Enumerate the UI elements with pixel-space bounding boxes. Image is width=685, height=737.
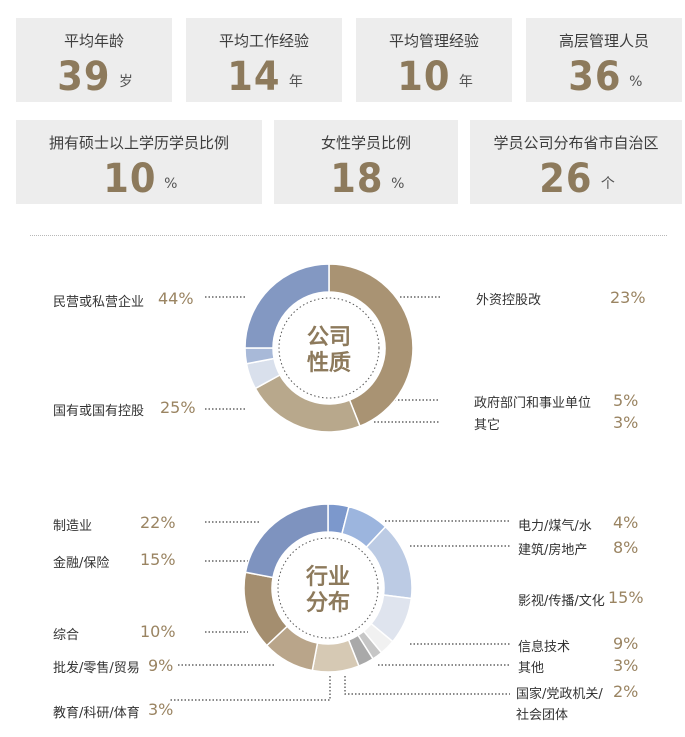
chart1-center-title-line-0: 公司 [307, 325, 351, 350]
chart2-label-manufacturing: 制造业 [53, 519, 93, 534]
stat-card-female-ratio: 女性学员比例 18% [274, 120, 458, 204]
chart2-label-party-gov: 国家/党政机关/社会团体 [516, 684, 606, 726]
chart1-label-private: 民营或私营企业 [53, 295, 145, 310]
chart2-value-media: 15% [608, 588, 644, 607]
chart2-label-wholesale: 批发/零售/贸易 [53, 661, 140, 676]
chart1-label-government: 政府部门和事业单位 [474, 396, 592, 411]
chart2-value-education: 3% [148, 700, 174, 719]
stat-value: 26 [539, 156, 593, 202]
stat-card-provinces: 学员公司分布省市自治区 26 个 [470, 120, 682, 204]
stat-value: 10 [397, 54, 451, 100]
chart2-label-finance: 金融/保险 [53, 556, 110, 571]
chart1-label-other: 其它 [474, 418, 501, 433]
chart2-label-composite: 综合 [53, 628, 80, 643]
stat-card-avg-age: 平均年龄 39 岁 [16, 18, 172, 102]
stat-unit: % [629, 74, 643, 90]
chart2-label-education: 教育/科研/体育 [53, 706, 140, 721]
chart1-value-private: 44% [158, 289, 194, 308]
chart2-value-composite: 10% [140, 622, 176, 641]
chart2-center-title-line-1: 分布 [306, 590, 350, 616]
chart2-value-it: 9% [613, 634, 639, 653]
chart2-label-other: 其他 [518, 661, 545, 676]
stat-label: 拥有硕士以上学历学员比例 [48, 134, 229, 152]
stat-unit: 年 [458, 74, 473, 90]
chart1-center-title-line-1: 性质 [307, 351, 351, 376]
chart2-label-party-gov-text: 国家/党政机关/社会团体 [516, 687, 603, 723]
chart1-value-state: 25% [160, 398, 196, 417]
chart2-value-other: 3% [613, 656, 639, 675]
chart1-value-foreign: 23% [610, 288, 646, 307]
chart1-center-ring [278, 297, 380, 399]
chart2-value-manufacturing: 22% [140, 513, 176, 532]
chart2-value-wholesale: 9% [148, 656, 174, 675]
stat-unit: 个 [600, 176, 615, 192]
chart2-value-finance: 15% [140, 550, 176, 569]
chart2-center-title-line-0: 行业 [305, 564, 350, 590]
stat-label: 高层管理人员 [558, 32, 649, 50]
chart1-label-foreign: 外资控股改 [476, 293, 542, 308]
stat-card-senior-mgmt: 高层管理人员 36% [526, 18, 682, 102]
section-divider [30, 235, 667, 236]
chart2-value-construction: 8% [613, 538, 639, 557]
chart2-label-media: 影视/传播/文化 [518, 594, 605, 609]
chart2-leader-party-gov [344, 676, 510, 695]
stat-value: 18 [329, 156, 383, 202]
stat-value: 36 [567, 54, 621, 100]
stat-value: 39 [57, 54, 111, 100]
chart1-label-state: 国有或国有控股 [53, 404, 145, 419]
chart2-center-ring [277, 537, 379, 639]
stat-unit: 岁 [118, 74, 133, 90]
chart2-slice-10 [244, 503, 329, 579]
stat-value: 14 [227, 54, 281, 100]
stat-label: 平均管理经验 [388, 32, 479, 50]
stat-label: 平均工作经验 [218, 32, 309, 50]
chart1-slice-1 [254, 373, 361, 433]
stat-label: 平均年龄 [63, 32, 124, 50]
chart2-value-party-gov: 2% [613, 682, 639, 701]
chart2-label-it: 信息技术 [518, 640, 571, 655]
chart2-label-construction: 建筑/房地产 [518, 543, 588, 558]
chart2-value-utility: 4% [613, 513, 639, 532]
stat-card-masters-ratio: 拥有硕士以上学历学员比例 10% [16, 120, 262, 204]
stat-label: 学员公司分布省市自治区 [493, 134, 659, 152]
stat-card-avg-mgmt-exp: 平均管理经验 10 年 [356, 18, 512, 102]
stat-unit: 年 [288, 74, 303, 90]
chart2-label-utility: 电力/煤气/水 [518, 519, 592, 534]
stat-value: 10 [102, 156, 156, 202]
stat-label: 女性学员比例 [320, 134, 411, 152]
chart1-slice-4 [244, 263, 330, 349]
stat-unit: % [391, 176, 405, 192]
stat-unit: % [164, 176, 178, 192]
stat-card-avg-work-exp: 平均工作经验 14 年 [186, 18, 342, 102]
chart1-value-government: 5% [613, 391, 639, 410]
chart2-leader-education [170, 676, 331, 701]
chart1-value-other: 3% [613, 413, 639, 432]
chart1-slice-0 [328, 263, 414, 428]
